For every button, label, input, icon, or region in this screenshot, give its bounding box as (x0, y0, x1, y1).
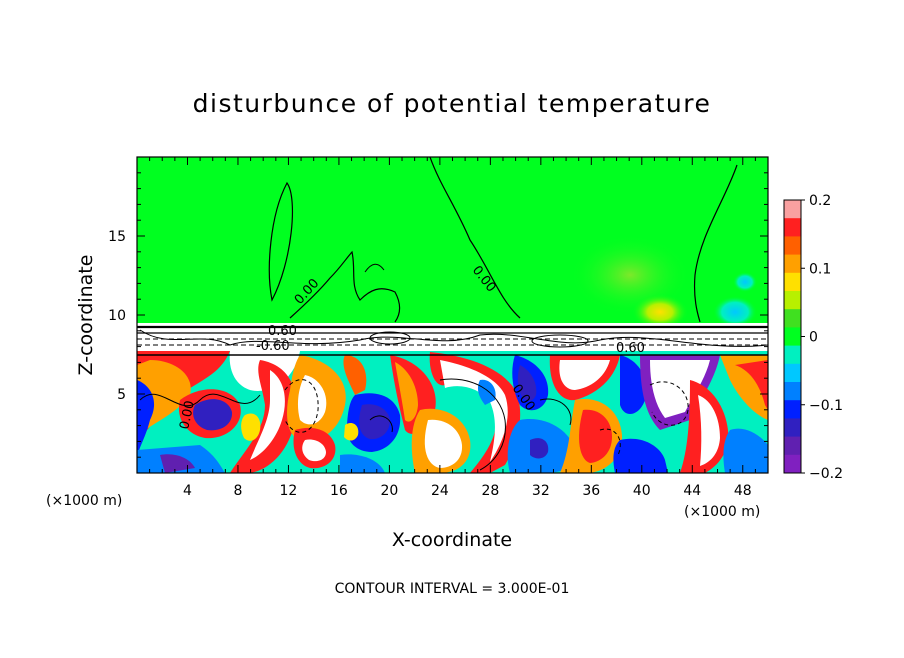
y-tick-label: 10 (108, 308, 126, 324)
x-tick-label: 20 (380, 483, 398, 499)
colorbar-swatch (784, 218, 801, 237)
x-tick-label: 16 (330, 483, 348, 499)
colorbar-swatch (784, 327, 801, 347)
upper-cyan-patch (713, 296, 757, 328)
colorbar-swatch (784, 272, 801, 292)
contour-line (693, 164, 738, 323)
y-axis-label: Z-coordinate (75, 255, 97, 376)
x-unit-left: (×1000 m) (46, 493, 122, 509)
colorbar-tick-label: 0.2 (809, 193, 831, 209)
contour-line (429, 157, 521, 319)
colorbar-swatch (784, 363, 801, 383)
colorbar (783, 199, 802, 474)
x-tick-label: 40 (633, 483, 651, 499)
colorbar-swatch (784, 345, 801, 365)
colorbar-swatch (784, 436, 801, 456)
colorbar-swatch (784, 309, 801, 328)
x-tick-label: 12 (280, 483, 298, 499)
contour-line (289, 250, 401, 323)
x-tick-label: 44 (683, 483, 701, 499)
colorbar-swatch (784, 200, 801, 219)
x-tick-label: 24 (431, 483, 449, 499)
colorbar-swatch (784, 418, 801, 438)
chart-title: disturbunce of potential temperature (193, 89, 712, 118)
x-tick-label: 32 (532, 483, 550, 499)
x-tick-label: 4 (183, 483, 192, 499)
x-axis-label: X-coordinate (392, 529, 512, 551)
x-tick-label: 48 (734, 483, 752, 499)
contour-label: -0.60 (256, 339, 290, 354)
colorbar-swatch (784, 291, 801, 310)
colorbar-ticks: 0.2 0.1 0 −0.1 −0.2 (801, 193, 843, 482)
contour-line (268, 181, 294, 302)
x-unit-right: (×1000 m) (684, 504, 760, 520)
contour-line (369, 331, 411, 345)
upper-cyan-patch-2 (733, 272, 757, 292)
contour-line (139, 329, 768, 347)
upper-yellow-patch (632, 294, 688, 330)
colorbar-swatch (784, 382, 801, 401)
lower-contours (137, 354, 768, 471)
turbulent-eddies (137, 351, 768, 473)
colorbar-swatch (784, 236, 801, 256)
x-tick-label: 8 (233, 483, 242, 499)
colorbar-tick-label: 0.1 (809, 261, 831, 277)
contour-line (364, 263, 385, 273)
colorbar-swatch (784, 400, 801, 419)
y-axis: 5 10 15 (108, 172, 768, 458)
heatmap-field (137, 157, 768, 473)
contour-label: 0.60 (268, 324, 297, 339)
x-tick-label: 28 (481, 483, 499, 499)
contour-label: 0.00 (177, 399, 198, 430)
colorbar-tick-label: −0.1 (809, 398, 843, 414)
contour-label: 0.60 (616, 341, 645, 356)
y-tick-label: 5 (117, 387, 126, 403)
x-tick-label: 36 (582, 483, 600, 499)
colorbar-swatch (784, 454, 801, 474)
contour-line (531, 334, 589, 348)
contour-interval-text: CONTOUR INTERVAL = 3.000E-01 (335, 581, 570, 597)
y-tick-label: 15 (108, 229, 126, 245)
colorbar-tick-label: −0.2 (809, 466, 843, 482)
colorbar-swatch (784, 254, 801, 274)
x-axis: 4 8 12 16 20 24 28 32 36 40 44 48 (149, 157, 756, 499)
colorbar-tick-label: 0 (809, 330, 818, 346)
